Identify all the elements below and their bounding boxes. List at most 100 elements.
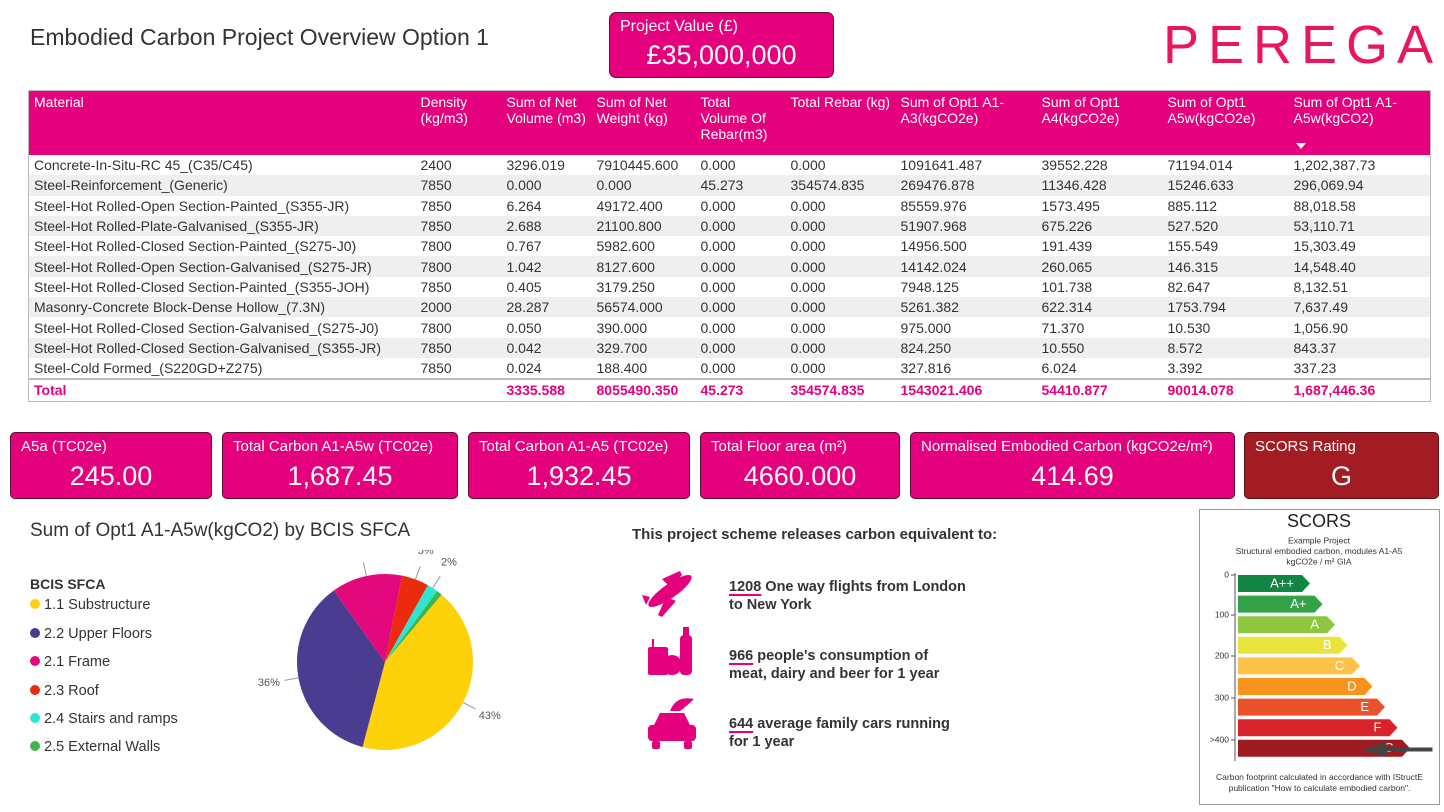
table-row: Steel-Hot Rolled-Open Section-Painted_(S…: [29, 196, 1431, 216]
table-cell: 15246.633: [1162, 175, 1289, 196]
equivalent-number: 1208: [729, 579, 762, 595]
table-cell: 0.000: [700, 238, 736, 255]
scors-tick-label: 300: [1215, 692, 1229, 702]
table-cell: Concrete-In-Situ-RC 45_(C35/C45): [34, 157, 253, 174]
scors-band: [1238, 739, 1410, 757]
table-cell: 7800: [415, 256, 502, 277]
scors-band-label: C: [1335, 658, 1344, 673]
table-cell: 975.000: [900, 319, 952, 336]
equivalent-number: 644: [729, 716, 754, 732]
table-cell: 21100.800: [591, 215, 696, 237]
table-cell: 85559.976: [900, 197, 967, 214]
table-cell: 0.000: [700, 278, 736, 295]
scors-band-label: E: [1360, 699, 1369, 714]
table-cell: 1.042: [501, 256, 592, 277]
table-row: Steel-Hot Rolled-Closed Section-Painted_…: [29, 277, 1431, 297]
table-cell: 0.405: [506, 278, 542, 295]
legend-marker: [30, 713, 40, 723]
table-cell: 843.37: [1288, 337, 1431, 358]
table-cell: 0.050: [506, 319, 542, 336]
slice-label: 13%: [349, 550, 371, 553]
table-row: Steel-Hot Rolled-Plate-Galvanised_(S355-…: [28, 215, 1431, 237]
table-cell: 71194.014: [1167, 157, 1233, 174]
table-cell: 260.065: [1036, 256, 1163, 277]
total-cell: 45.273: [695, 378, 786, 402]
table-cell: Steel-Hot Rolled-Open Section-Galvanised…: [28, 256, 416, 277]
table-cell: 6.024: [1041, 360, 1077, 377]
equivalent-icons: [642, 571, 696, 749]
table-cell: 1,056.90: [1293, 319, 1349, 336]
table-cell: 6.264: [506, 197, 542, 214]
total-cell: [415, 378, 502, 402]
table-cell: 10.550: [1036, 337, 1163, 358]
table-cell: 8.572: [1162, 337, 1289, 358]
legend-label: 2.1 Frame: [44, 654, 111, 670]
table-cell: 269476.878: [895, 175, 1037, 196]
table-cell: 0.000: [790, 238, 826, 255]
legend-label: 2.4 Stairs and ramps: [44, 711, 178, 727]
card-label: Project Value (£): [620, 18, 738, 35]
equivalent-text: average family cars running for 1 year: [729, 716, 950, 750]
table-cell: 0.000: [700, 157, 736, 174]
table-cell: Steel-Hot Rolled-Open Section-Painted_(S…: [34, 197, 350, 214]
table-cell: 1573.495: [1041, 197, 1100, 214]
table-cell: Masonry-Concrete Block-Dense Hollow_(7.3…: [28, 297, 416, 318]
pie-chart: 43% 36% 13% 5% 2%: [258, 550, 501, 750]
leader-line: [284, 677, 299, 681]
table-cell: 0.000: [785, 256, 896, 277]
card-value: 245.00: [69, 461, 153, 491]
scors-subtitle: Example Project: [1288, 535, 1351, 545]
table-cell: 3296.019: [506, 157, 565, 174]
table-cell: 2000: [415, 297, 502, 318]
total-cell: 8055490.350: [591, 378, 696, 402]
logo: PEREGA: [1163, 15, 1443, 75]
table-cell: 8,132.51: [1293, 278, 1349, 295]
card-value: 414.69: [1031, 461, 1114, 491]
table-cell: 1753.794: [1162, 297, 1289, 318]
scors-title: SCORS: [1287, 511, 1351, 531]
total-cell: 3335.588: [501, 378, 592, 402]
table-cell: 354574.835: [785, 175, 896, 196]
leader-line: [432, 575, 441, 589]
table-cell: 5982.600: [596, 238, 655, 255]
scors-tick-label: 100: [1215, 609, 1229, 619]
scors-subtitle: Structural embodied carbon, modules A1-A…: [1236, 546, 1403, 556]
table-cell: 191.439: [1041, 238, 1093, 255]
scors-tick-label: 200: [1215, 650, 1229, 660]
table-cell: 0.000: [700, 197, 736, 214]
scors-band: [1238, 636, 1348, 654]
legend-marker: [30, 741, 40, 751]
scors-subtitle: kgCO2e / m² GIA: [1286, 556, 1352, 566]
chart-title: Sum of Opt1 A1-A5w(kgCO2) by BCIS SFCA: [30, 520, 411, 541]
scors-band: [1238, 575, 1310, 592]
scors-band-label: F: [1374, 720, 1382, 735]
card-value: £35,000,000: [646, 40, 797, 70]
scors-band: [1238, 678, 1373, 695]
kpi-card: Total Carbon A1-A5w (TC02e) 1,687.45: [222, 432, 458, 499]
table-cell: 0.000: [790, 360, 826, 377]
card-label: Total Floor area (m²): [711, 438, 847, 455]
column-header: Sum of Net Weight (kg): [591, 90, 696, 155]
equivalent-text: One way flights from London to New York: [729, 579, 966, 613]
table-row: Steel-Hot Rolled-Closed Section-Galvanis…: [28, 337, 1431, 358]
equivalent-item: 644 average family cars running for 1 ye…: [729, 715, 969, 751]
table-cell: 0.767: [506, 238, 542, 255]
legend-label: 1.1 Substructure: [44, 597, 151, 613]
table-cell: Steel-Hot Rolled-Closed Section-Galvanis…: [34, 319, 379, 336]
equivalent-number: 966: [729, 648, 754, 664]
pie-slice: [333, 574, 403, 662]
table-cell: 5261.382: [895, 297, 1037, 318]
legend-label: 2.2 Upper Floors: [44, 626, 152, 642]
equivalents-title: This project scheme releases carbon equi…: [632, 526, 998, 543]
table-cell: 7910445.600: [596, 157, 679, 174]
equivalent-item: 966 people's consumption of meat, dairy …: [729, 647, 969, 683]
table-cell: 101.738: [1041, 278, 1093, 295]
table-cell: 0.000: [695, 337, 786, 358]
table-cell: 10.530: [1167, 319, 1211, 336]
table-cell: Steel-Hot Rolled-Closed Section-Painted_…: [34, 238, 357, 255]
table-cell: Steel-Hot Rolled-Closed Section-Painted_…: [34, 278, 370, 295]
table-cell: 824.250: [895, 337, 1037, 358]
pie-slice: [297, 590, 385, 748]
scors-band: [1238, 719, 1398, 737]
scors-panel: [1199, 509, 1440, 805]
